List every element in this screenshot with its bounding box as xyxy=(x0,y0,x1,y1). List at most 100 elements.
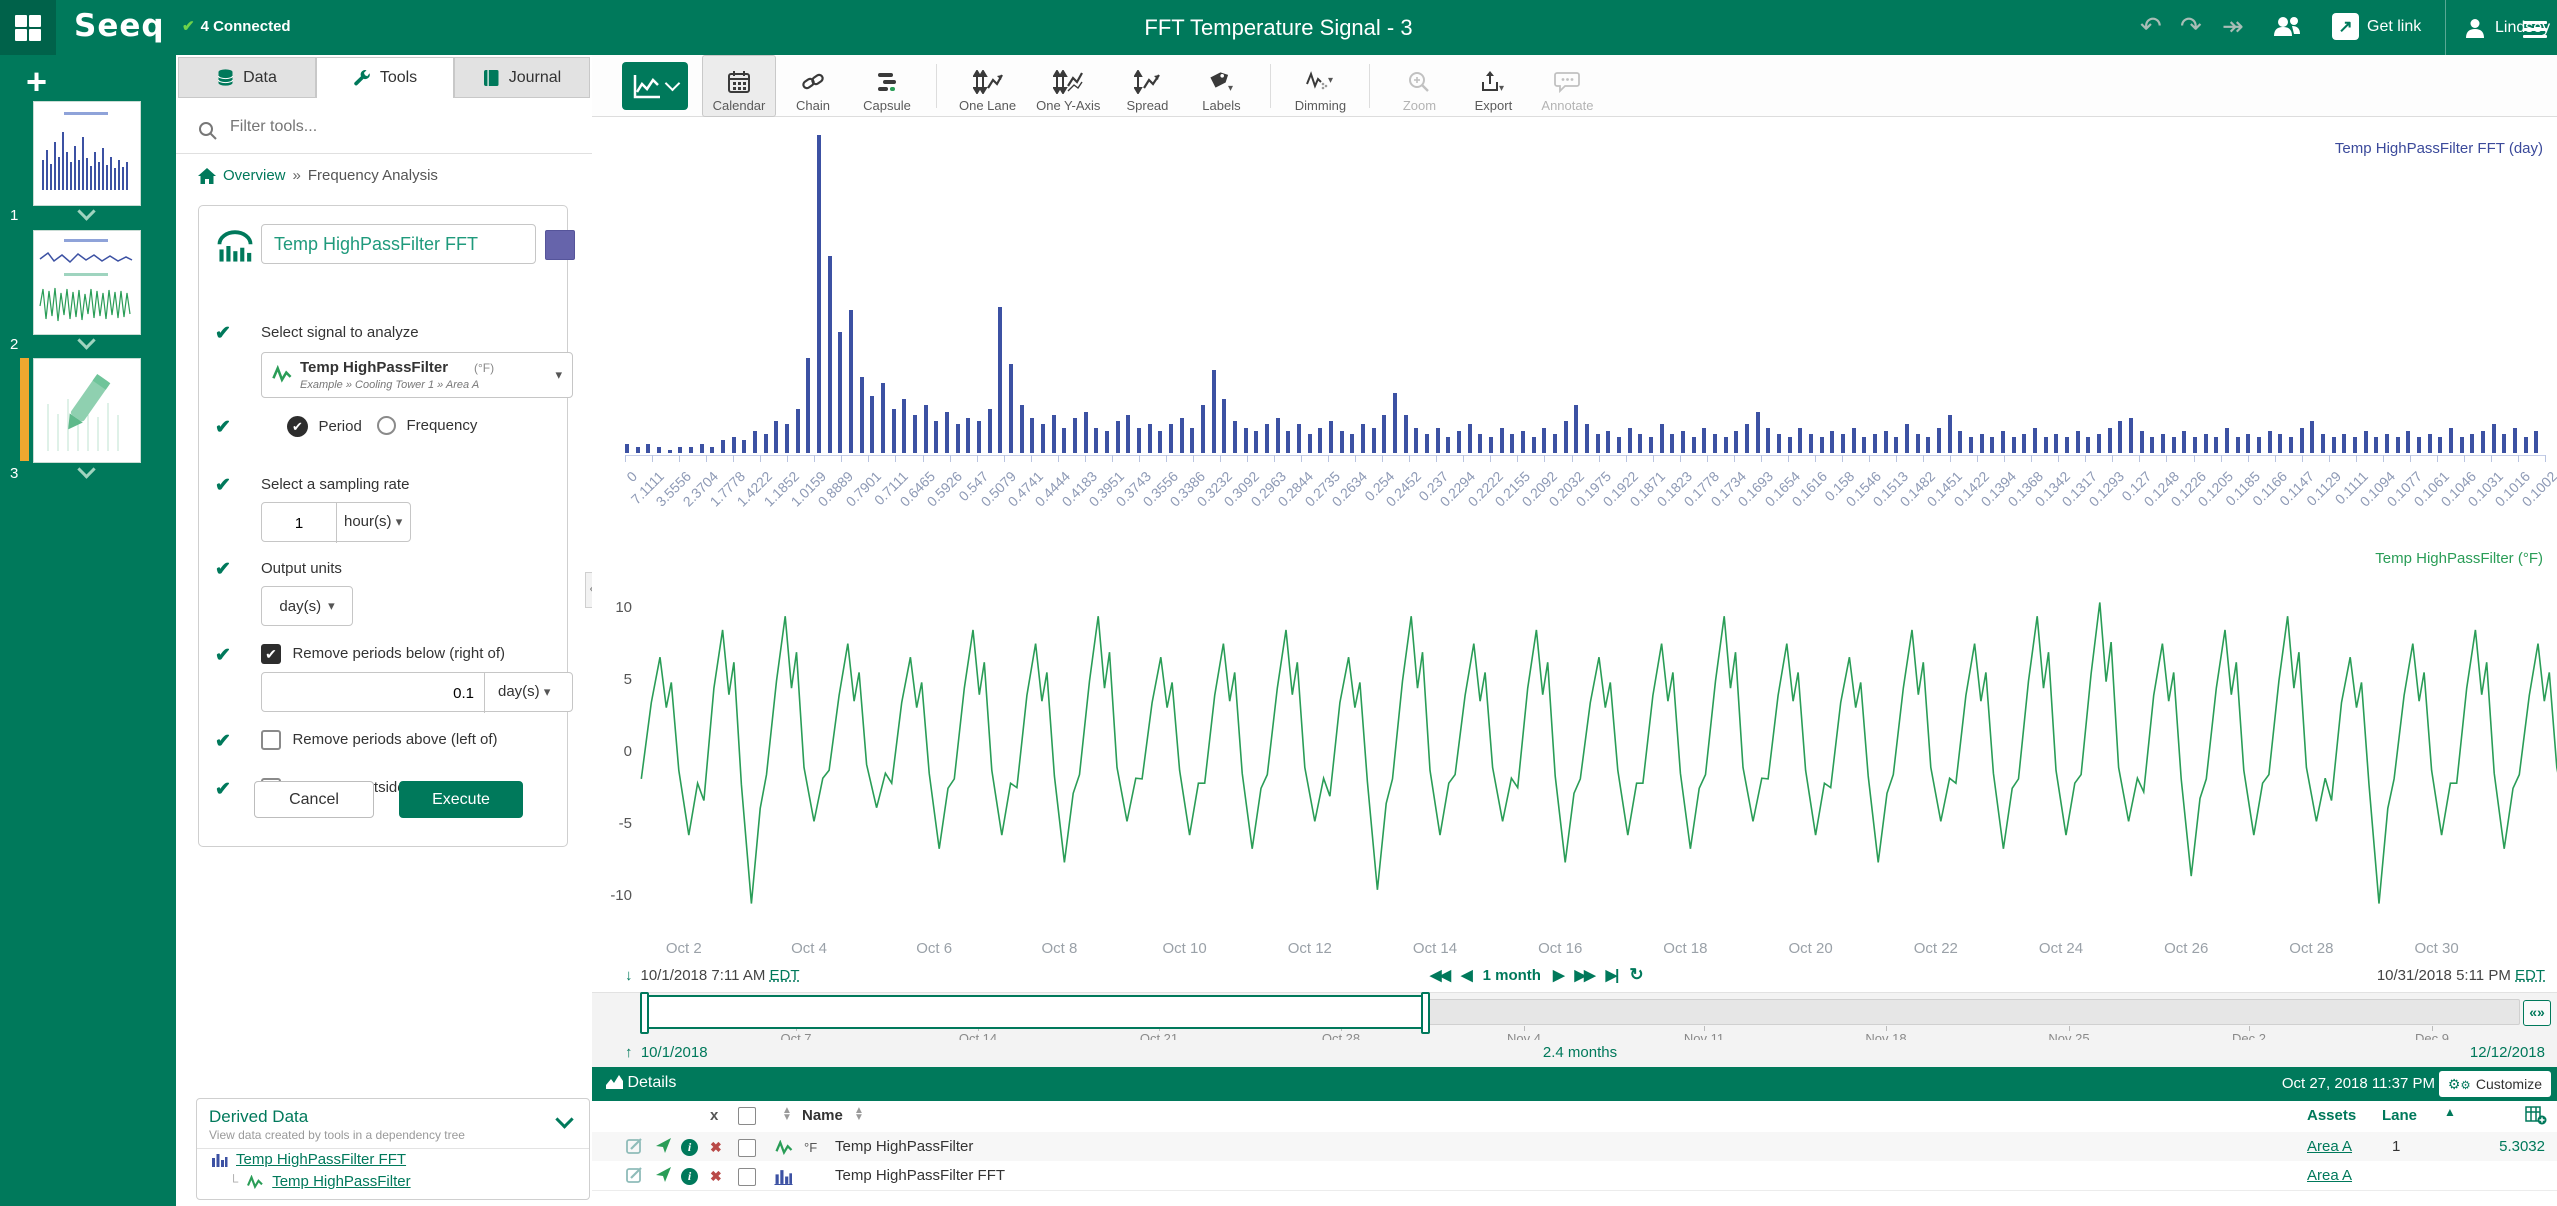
remove-below-checkbox[interactable]: ✔ Remove periods below (right of) xyxy=(261,644,505,664)
remove-item-icon[interactable]: ✖ xyxy=(710,1168,722,1184)
new-worksheet-button[interactable]: + xyxy=(26,61,48,102)
item-name[interactable]: Temp HighPassFilter FFT xyxy=(835,1167,1006,1184)
range-duration[interactable]: 1 month xyxy=(1482,966,1541,984)
select-all-checkbox[interactable] xyxy=(738,1107,756,1126)
output-units-dropdown[interactable]: day(s) ▾ xyxy=(261,586,353,626)
get-link-button[interactable]: ↗ Get link xyxy=(2332,13,2421,40)
toolbar-one-y-axis[interactable]: One Y-Axis xyxy=(1026,55,1110,117)
info-icon[interactable]: i xyxy=(681,1167,698,1185)
asset-link[interactable]: Area A xyxy=(2307,1167,2353,1184)
trend-x-axis[interactable]: Oct 2 Oct 4 Oct 6 Oct 8 Oct 10 Oct 12 Oct 14 Oc… xyxy=(592,940,2557,962)
table-row[interactable]: i ✖ °F Temp HighPassFilter Area A 1 5.30… xyxy=(592,1132,2557,1162)
filter-tools-input[interactable] xyxy=(228,117,572,137)
sort-icon[interactable]: ▲ ▼ xyxy=(854,1105,864,1124)
assets-column-header[interactable]: Assets xyxy=(2307,1107,2357,1124)
toolbar-export[interactable]: ▾ Export xyxy=(1456,55,1530,117)
frequency-radio[interactable]: Frequency xyxy=(377,416,477,435)
investigate-end[interactable]: 12/12/2018 xyxy=(2469,1044,2545,1061)
scrubber-selected-range[interactable] xyxy=(640,995,1430,1029)
range-end[interactable]: 10/31/2018 5:11 PM EDT xyxy=(2376,967,2545,984)
annotate-item-icon[interactable] xyxy=(626,1137,644,1159)
trend-series-label[interactable]: Temp HighPassFilter (°F) xyxy=(2375,550,2543,567)
remove-item-icon[interactable]: ✖ xyxy=(710,1139,722,1155)
name-column-header[interactable]: Name xyxy=(802,1107,843,1124)
investigate-start[interactable]: ↑ 10/1/2018 xyxy=(625,1044,708,1061)
worksheet-thumbnail-1[interactable] xyxy=(33,101,141,206)
annotate-item-icon[interactable] xyxy=(626,1166,644,1188)
connection-status[interactable]: ✔ 4 Connected xyxy=(182,18,291,35)
fft-series-label[interactable]: Temp HighPassFilter FFT (day) xyxy=(2334,140,2543,157)
scrubber-expand-icon[interactable]: «» xyxy=(2523,1000,2551,1026)
tool-name-input[interactable]: Temp HighPassFilter FFT xyxy=(261,224,536,264)
worksheet-3-menu[interactable] xyxy=(77,460,96,481)
remove-all-header[interactable]: x xyxy=(710,1107,719,1124)
sort-asc-icon[interactable]: ▲ xyxy=(2444,1105,2456,1119)
trend-view-button[interactable] xyxy=(622,61,688,110)
trend-chart[interactable] xyxy=(592,540,2557,940)
toolbar-zoom[interactable]: Zoom xyxy=(1382,55,1456,117)
fft-bar xyxy=(1777,433,1781,453)
main-menu-icon[interactable] xyxy=(2523,17,2547,42)
item-name[interactable]: Temp HighPassFilter xyxy=(835,1138,974,1155)
app-switcher-button[interactable] xyxy=(0,0,56,55)
toolbar-capsule[interactable]: Capsule xyxy=(850,55,924,117)
fft-axis-tick xyxy=(1409,455,1411,462)
color-swatch[interactable] xyxy=(545,230,575,260)
tab-data[interactable]: Data xyxy=(178,57,316,98)
remove-below-input[interactable] xyxy=(262,673,485,713)
trend-x-tick-label: Oct 22 xyxy=(1913,940,1958,957)
execute-button[interactable]: Execute xyxy=(399,781,523,818)
row-checkbox[interactable] xyxy=(738,1168,756,1187)
sampling-rate-input[interactable] xyxy=(262,503,337,543)
toolbar-chain[interactable]: Chain xyxy=(776,55,850,117)
toolbar-labels[interactable]: ▾ Labels xyxy=(1184,55,1258,117)
sort-icon[interactable]: ▲ ▼ xyxy=(782,1105,792,1124)
signal-select-dropdown[interactable]: Temp HighPassFilter (°F) Example » Cooli… xyxy=(261,352,573,398)
worksheet-thumbnail-3[interactable] xyxy=(33,358,141,463)
redo-all-icon[interactable]: ↠ xyxy=(2222,11,2244,41)
users-icon[interactable] xyxy=(2272,14,2302,45)
undo-icon[interactable]: ↶ xyxy=(2140,11,2162,41)
step-back-button[interactable]: ◀ xyxy=(1461,967,1472,984)
range-start[interactable]: ↓ 10/1/2018 7:11 AM EDT xyxy=(625,967,800,984)
table-row[interactable]: i ✖ Temp HighPassFilter FFT Area A xyxy=(592,1161,2557,1191)
toolbar-one-lane[interactable]: One Lane xyxy=(949,55,1026,117)
tab-tools[interactable]: Tools xyxy=(316,57,454,98)
refresh-icon[interactable]: ↻ xyxy=(1629,965,1644,984)
customize-button[interactable]: ⚙⚙ Customize xyxy=(2438,1071,2551,1097)
step-forward-fast-button[interactable]: ▶▶ xyxy=(1574,967,1596,984)
asset-link[interactable]: Area A xyxy=(2307,1138,2353,1155)
tab-journal[interactable]: Journal xyxy=(454,57,590,98)
fft-bar xyxy=(817,135,821,453)
remove-below-unit-dropdown[interactable]: day(s) ▾ xyxy=(498,683,551,700)
toolbar-annotate[interactable]: Annotate xyxy=(1530,55,1604,117)
toolbar-calendar[interactable]: Calendar xyxy=(702,54,776,117)
toolbar-spread[interactable]: Spread xyxy=(1110,55,1184,117)
period-radio[interactable]: ✔ Period xyxy=(287,416,362,437)
scrubber-handle-right[interactable] xyxy=(1420,992,1430,1034)
step-to-end-button[interactable]: ▶| xyxy=(1605,967,1620,984)
cancel-button[interactable]: Cancel xyxy=(254,781,374,818)
row-checkbox[interactable] xyxy=(738,1139,756,1158)
add-column-icon[interactable] xyxy=(2525,1104,2547,1130)
worksheet-1-menu[interactable] xyxy=(77,202,96,223)
trend-y-axis[interactable]: 10 5 0 -5 -10 xyxy=(592,540,638,965)
remove-above-checkbox[interactable]: Remove periods above (left of) xyxy=(261,730,498,750)
fft-chart[interactable] xyxy=(625,135,2545,453)
send-item-icon[interactable] xyxy=(655,1137,672,1158)
sampling-unit-dropdown[interactable]: hour(s) ▾ xyxy=(344,513,403,530)
lane-column-header[interactable]: Lane xyxy=(2382,1107,2418,1124)
step-forward-button[interactable]: ▶ xyxy=(1552,967,1564,984)
send-item-icon[interactable] xyxy=(655,1166,672,1187)
worksheet-thumbnail-2[interactable] xyxy=(33,230,141,335)
breadcrumb-overview-link[interactable]: Overview xyxy=(223,167,286,184)
step-back-fast-button[interactable]: ◀◀ xyxy=(1430,967,1451,984)
worksheet-2-menu[interactable] xyxy=(77,331,96,352)
home-icon[interactable] xyxy=(198,167,216,184)
toolbar-dimming[interactable]: ▾ Dimming xyxy=(1283,55,1357,117)
scrubber-handle-left[interactable] xyxy=(640,992,649,1034)
derived-item-signal[interactable]: └ Temp HighPassFilter xyxy=(229,1173,411,1190)
derived-item-fft[interactable]: Temp HighPassFilter FFT xyxy=(211,1151,406,1168)
redo-icon[interactable]: ↷ xyxy=(2180,11,2202,41)
info-icon[interactable]: i xyxy=(681,1138,698,1156)
